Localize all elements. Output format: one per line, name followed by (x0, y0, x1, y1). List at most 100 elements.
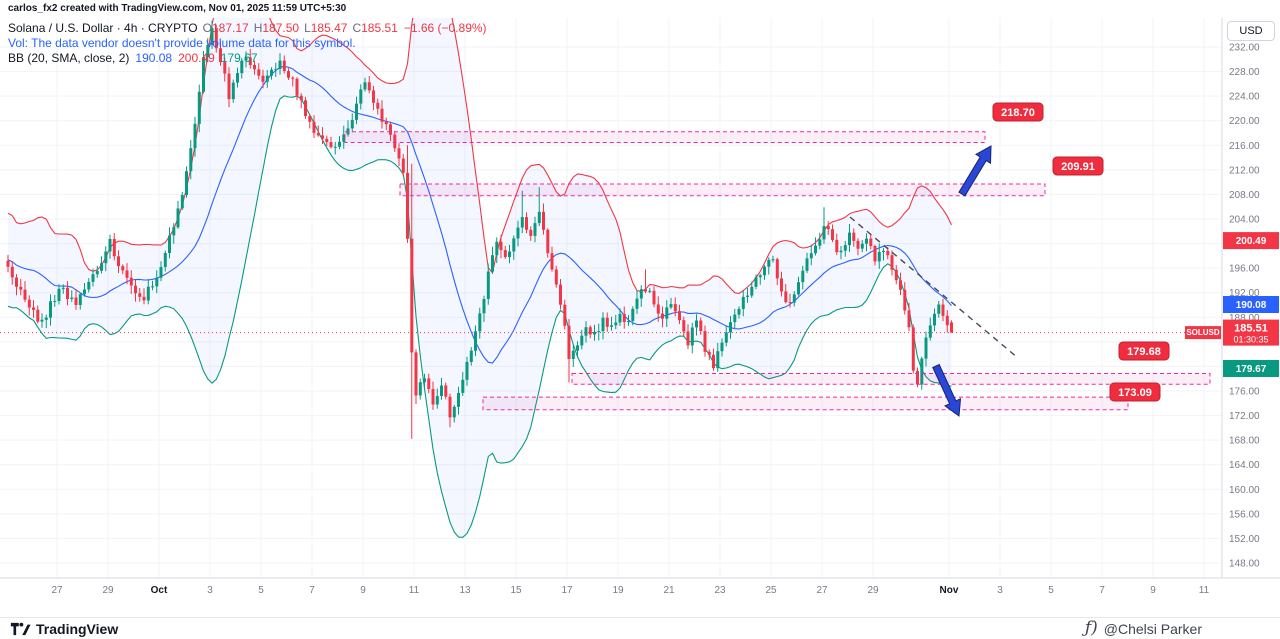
attribution-text: carlos_fx2 created with TradingView.com,… (8, 3, 347, 14)
down-arrow[interactable] (932, 363, 962, 417)
bb-upper-band (7, 18, 952, 295)
svg-text:9: 9 (1150, 585, 1156, 596)
watermark-credit: ƒ) @Chelsi Parker (1085, 620, 1202, 637)
volume-unavailable-note: Vol: The data vendor doesn't provide vol… (8, 36, 356, 50)
sr-zone-209.91[interactable] (399, 183, 1046, 197)
bb-title: BB (20, SMA, close, 2) (8, 51, 130, 65)
symbol-tag (1185, 326, 1221, 340)
close-value: 185.51 (361, 21, 398, 35)
price-level-label-218.70[interactable]: 218.70 (992, 102, 1044, 122)
candlesticks (6, 20, 953, 439)
bb-upper-value: 200.49 (178, 51, 215, 65)
bb-fill (8, 18, 952, 538)
svg-text:21: 21 (663, 585, 675, 596)
svg-text:192.00: 192.00 (1229, 288, 1260, 299)
time-axis[interactable]: 27 29 Oct 3 5 7 9 11 13 15 17 19 21 23 25 27 29 Nov 3 5 7 9 11 (0, 577, 1280, 596)
open-value: 187.17 (211, 21, 249, 35)
attribution-bar: carlos_fx2 created with TradingView.com,… (0, 0, 1280, 18)
symbol-legend-row[interactable]: Solana / U.S. Dollar · 4h · CRYPTO O187.1… (8, 21, 487, 36)
svg-text:5: 5 (258, 585, 264, 596)
svg-text:23: 23 (714, 585, 726, 596)
svg-text:232.00: 232.00 (1229, 43, 1260, 54)
price-level-label-179.68[interactable]: 179.68 (1118, 341, 1170, 361)
svg-text:7: 7 (1099, 585, 1105, 596)
svg-text:15: 15 (510, 585, 522, 596)
high-value: 187.50 (262, 21, 300, 35)
descending-trendline[interactable] (849, 216, 1019, 359)
current-price-badge (1223, 319, 1279, 346)
open-label: O (202, 21, 212, 35)
svg-text:228.00: 228.00 (1229, 67, 1260, 78)
price-axis[interactable]: 232.00 228.00 224.00 220.00 216.00 212.00 208.… (1185, 0, 1280, 600)
bb-basis-value: 190.08 (135, 51, 173, 65)
footer-bar: TradingView ƒ) @Chelsi Parker (0, 617, 1280, 639)
tradingview-logo-icon (10, 621, 31, 637)
watermark-handle: @Chelsi Parker (1103, 620, 1202, 637)
svg-text:13: 13 (459, 585, 471, 596)
up-arrow[interactable] (958, 145, 992, 197)
bb-lower-value: 179.67 (220, 51, 258, 65)
svg-text:176.00: 176.00 (1229, 387, 1260, 398)
close-label: C (352, 21, 362, 35)
low-value: 185.47 (310, 21, 348, 35)
svg-text:9: 9 (360, 585, 366, 596)
svg-text:164.00: 164.00 (1229, 460, 1260, 471)
change-value: −1.66 (−0.89%) (403, 21, 487, 35)
svg-text:29: 29 (102, 585, 114, 596)
svg-text:Nov: Nov (940, 585, 959, 596)
svg-text:27: 27 (51, 585, 63, 596)
svg-text:17: 17 (561, 585, 573, 596)
price-level-label-173.09[interactable]: 173.09 (1109, 382, 1161, 402)
price-level-label-209.91[interactable]: 209.91 (1052, 156, 1104, 176)
svg-text:3: 3 (997, 585, 1003, 596)
svg-text:216.00: 216.00 (1229, 141, 1260, 152)
svg-text:173.09: 173.09 (1118, 387, 1152, 399)
svg-text:212.00: 212.00 (1229, 165, 1260, 176)
svg-text:218.70: 218.70 (1001, 107, 1035, 119)
tradingview-wordmark: TradingView (36, 620, 119, 637)
tradingview-brand[interactable]: TradingView (10, 621, 118, 637)
axis-price-badge (1223, 232, 1279, 250)
bb-legend-row[interactable]: BB (20, SMA, close, 2) 190.08 200.49 179.67 (8, 51, 487, 66)
svg-text:168.00: 168.00 (1229, 436, 1260, 447)
svg-text:209.91: 209.91 (1061, 161, 1095, 173)
svg-text:5: 5 (1048, 585, 1054, 596)
svg-text:179.67: 179.67 (1236, 364, 1267, 375)
svg-text:185.51: 185.51 (1234, 323, 1268, 335)
svg-text:148.00: 148.00 (1229, 559, 1260, 570)
low-label: L (304, 21, 311, 35)
svg-text:152.00: 152.00 (1229, 534, 1260, 545)
plot-area (6, 18, 953, 538)
svg-text:25: 25 (765, 585, 777, 596)
svg-text:224.00: 224.00 (1229, 92, 1260, 103)
sr-zone-173.09[interactable] (482, 396, 1129, 411)
symbol-title[interactable]: Solana / U.S. Dollar · 4h · CRYPTO (8, 21, 198, 35)
axis-price-badge (1223, 360, 1279, 377)
bb-lower-band (7, 95, 952, 538)
svg-text:196.00: 196.00 (1229, 264, 1260, 275)
sr-zone-179.68[interactable] (571, 373, 1211, 385)
svg-text:188.00: 188.00 (1229, 313, 1260, 324)
svg-text:01:30:35: 01:30:35 (1233, 335, 1268, 345)
svg-text:7: 7 (309, 585, 315, 596)
svg-text:160.00: 160.00 (1229, 485, 1260, 496)
axis-price-badge (1223, 296, 1279, 313)
svg-text:19: 19 (612, 585, 624, 596)
svg-text:208.00: 208.00 (1229, 190, 1260, 201)
watermark-logo-icon: ƒ) (1084, 618, 1098, 638)
svg-text:11: 11 (1199, 585, 1210, 596)
currency-toggle-button[interactable]: USD (1227, 21, 1275, 41)
svg-text:200.49: 200.49 (1236, 236, 1267, 247)
svg-text:204.00: 204.00 (1229, 215, 1260, 226)
svg-text:SOLUSD: SOLUSD (1186, 328, 1220, 337)
svg-text:220.00: 220.00 (1229, 116, 1260, 127)
svg-text:Oct: Oct (151, 585, 168, 596)
svg-text:156.00: 156.00 (1229, 509, 1260, 520)
svg-text:172.00: 172.00 (1229, 411, 1260, 422)
svg-text:29: 29 (867, 585, 879, 596)
svg-text:3: 3 (207, 585, 213, 596)
grid (0, 18, 1222, 578)
sr-zone-218.70[interactable] (344, 131, 986, 144)
